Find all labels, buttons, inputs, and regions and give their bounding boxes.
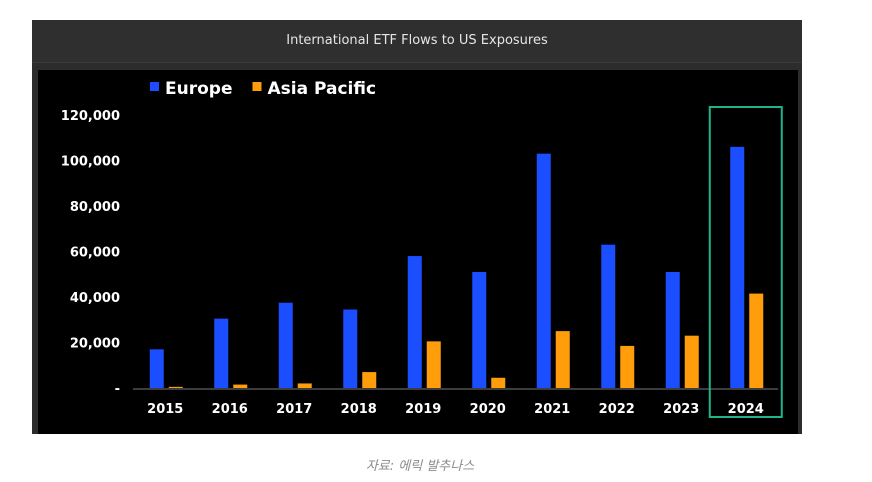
y-tick-label: 60,000 bbox=[70, 246, 120, 261]
bar-asia-pacific-2015 bbox=[168, 386, 183, 388]
x-tick-label: 2018 bbox=[341, 402, 377, 417]
y-tick-label: 100,000 bbox=[61, 155, 120, 170]
x-tick-label: 2015 bbox=[147, 402, 183, 417]
chart-title: International ETF Flows to US Exposures bbox=[286, 33, 548, 48]
bar-asia-pacific-2020 bbox=[491, 377, 506, 388]
x-tick-label: 2016 bbox=[212, 402, 248, 417]
y-tick-label: - bbox=[115, 382, 120, 397]
x-tick-label: 2020 bbox=[470, 402, 506, 417]
bar-europe-2017 bbox=[278, 302, 293, 388]
legend-label-europe: Europe bbox=[165, 79, 232, 99]
bar-europe-2024 bbox=[730, 146, 745, 388]
x-tick-label: 2022 bbox=[599, 402, 635, 417]
bar-asia-pacific-2018 bbox=[362, 372, 377, 388]
bar-europe-2018 bbox=[343, 309, 358, 388]
bar-europe-2021 bbox=[536, 153, 551, 388]
bar-europe-2023 bbox=[665, 271, 680, 388]
bar-asia-pacific-2017 bbox=[297, 383, 312, 388]
bar-europe-2022 bbox=[601, 244, 616, 388]
source-caption: 자료: 에릭 발추나스 bbox=[365, 459, 475, 474]
bar-asia-pacific-2019 bbox=[426, 341, 441, 388]
highlight-box-2024 bbox=[708, 106, 783, 418]
chart-header: International ETF Flows to US Exposures bbox=[32, 20, 802, 63]
x-tick-label: 2021 bbox=[534, 402, 570, 417]
bar-asia-pacific-2021 bbox=[555, 331, 570, 388]
plot-area: - 20,000 40,000 60,000 80,000 100,000 120,000 2… bbox=[38, 70, 798, 434]
y-tick-label: 80,000 bbox=[70, 200, 120, 215]
y-tick-label: 20,000 bbox=[70, 337, 120, 352]
bar-asia-pacific-2023 bbox=[684, 335, 699, 388]
bar-europe-2016 bbox=[214, 318, 229, 388]
y-tick-label: 120,000 bbox=[61, 109, 120, 124]
legend-swatch-europe bbox=[150, 82, 159, 91]
x-tick-label: 2024 bbox=[728, 402, 764, 417]
bar-europe-2019 bbox=[407, 256, 422, 388]
y-tick-label: 40,000 bbox=[70, 291, 120, 306]
bar-europe-2020 bbox=[472, 271, 487, 388]
x-tick-label: 2017 bbox=[276, 402, 312, 417]
bar-asia-pacific-2022 bbox=[620, 345, 635, 388]
x-tick-label: 2019 bbox=[405, 402, 441, 417]
legend-swatch-asia-pacific bbox=[252, 82, 262, 91]
bar-asia-pacific-2024 bbox=[749, 293, 764, 388]
legend-label-asia-pacific: Asia Pacific bbox=[267, 79, 376, 99]
chart-panel: International ETF Flows to US Exposures … bbox=[32, 20, 802, 434]
bar-europe-2015 bbox=[149, 349, 164, 388]
bar-chart: - 20,000 40,000 60,000 80,000 100,000 120,000 2… bbox=[61, 79, 783, 418]
bar-asia-pacific-2016 bbox=[233, 384, 248, 388]
x-tick-label: 2023 bbox=[663, 402, 699, 417]
